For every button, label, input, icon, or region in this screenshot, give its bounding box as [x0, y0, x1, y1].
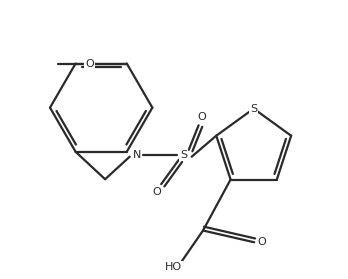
Text: O: O	[152, 187, 161, 197]
Text: O: O	[197, 112, 206, 122]
Text: HO: HO	[165, 262, 182, 272]
Text: N: N	[133, 150, 141, 160]
Text: O: O	[258, 237, 267, 247]
Text: S: S	[250, 104, 257, 114]
Text: O: O	[85, 59, 94, 69]
Text: S: S	[180, 150, 188, 160]
